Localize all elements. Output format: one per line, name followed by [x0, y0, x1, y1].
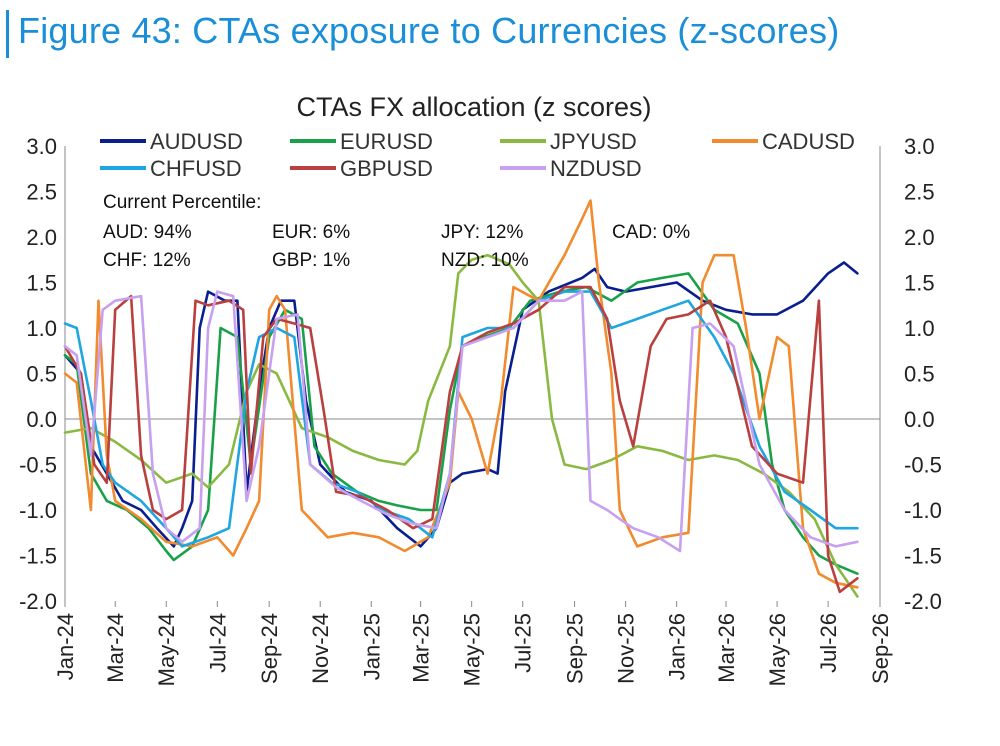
y-tick-label-left: -2.0 [19, 589, 57, 614]
series-lines [63, 199, 859, 598]
legend-label-audusd: AUDUSD [150, 129, 243, 154]
y-tick-label-right: 0.0 [904, 407, 935, 432]
y-tick-labels-left: 3.0 2.5 2.0 1.5 1.0 0.5 0.0 -0.5 -1.0 -1.5 -2.0 [19, 134, 57, 614]
x-tick-label: May-26 [765, 613, 790, 686]
y-tick-label-left: 3.0 [26, 134, 57, 159]
y-tick-label-right: 1.5 [904, 271, 935, 296]
y-tick-label-left: 1.5 [26, 271, 57, 296]
figure-title-bar [6, 10, 9, 58]
y-tick-label-left: 0.0 [26, 407, 57, 432]
x-tick-labels: Jan-24 Mar-24 May-24 Jul-24 Sep-24 Nov-24 Jan-… [53, 601, 893, 686]
legend-label-nzdusd: NZDUSD [550, 156, 642, 181]
series-line-eurusd [63, 272, 859, 575]
x-tick-label: Nov-25 [614, 613, 639, 684]
x-tick-label: Jul-26 [816, 613, 841, 673]
x-tick-label: Nov-24 [308, 613, 333, 684]
y-tick-label-left: 2.0 [26, 225, 57, 250]
y-tick-labels-right: 3.0 2.5 2.0 1.5 1.0 0.5 0.0 -0.5 -1.0 -1.5 -2.0 [904, 134, 942, 614]
y-tick-label-left: -1.0 [19, 498, 57, 523]
y-tick-label-right: -2.0 [904, 589, 942, 614]
percentile-item: JPY: 12% [441, 222, 523, 243]
percentile-item: CHF: 12% [103, 250, 191, 271]
legend: AUDUSD EURUSD JPYUSD CADUSD CHFUSD GBPUSD NZDU… [100, 129, 855, 181]
legend-label-eurusd: EURUSD [340, 129, 433, 154]
series-line-cadusd [63, 199, 859, 589]
legend-label-gbpusd: GBPUSD [340, 156, 433, 181]
series-line-jpyusd [63, 253, 859, 598]
percentile-annotations: Current Percentile: AUD: 94% EUR: 6% JPY: 1… [103, 192, 690, 271]
x-tick-label: Jul-25 [511, 613, 536, 673]
series-line-gbpusd [63, 285, 859, 594]
percentile-item: EUR: 6% [272, 222, 350, 243]
x-tick-label: Jan-25 [359, 613, 384, 680]
series-line-nzdusd [63, 290, 859, 553]
percentile-item: GBP: 1% [272, 250, 350, 271]
y-tick-label-left: 0.5 [26, 362, 57, 387]
y-tick-label-left: -1.5 [19, 544, 57, 569]
x-tick-label: Jan-26 [665, 613, 690, 680]
x-tick-label: Sep-26 [868, 613, 893, 684]
y-tick-label-right: 2.5 [904, 180, 935, 205]
series-line-audusd [63, 261, 859, 548]
figure-title: Figure 43: CTAs exposure to Currencies (… [18, 10, 840, 51]
x-tick-label: Jul-24 [205, 613, 230, 673]
y-tick-label-right: -1.5 [904, 544, 942, 569]
percentile-item: CAD: 0% [612, 222, 690, 243]
percentile-item: NZD: 10% [441, 250, 529, 271]
x-tick-label: Mar-26 [714, 613, 739, 683]
y-tick-label-left: 2.5 [26, 180, 57, 205]
legend-label-cadusd: CADUSD [762, 129, 855, 154]
x-tick-label: Mar-25 [409, 613, 434, 683]
y-tick-label-left: -0.5 [19, 453, 57, 478]
x-tick-label: Sep-24 [257, 613, 282, 684]
y-tick-label-right: 0.5 [904, 362, 935, 387]
y-tick-label-right: -0.5 [904, 453, 942, 478]
legend-label-jpyusd: JPYUSD [550, 129, 637, 154]
y-tick-label-right: -1.0 [904, 498, 942, 523]
x-tick-label: Jan-24 [53, 613, 78, 680]
percentile-header: Current Percentile: [103, 192, 261, 213]
y-tick-label-right: 2.0 [904, 225, 935, 250]
y-tick-label-right: 1.0 [904, 316, 935, 341]
legend-label-chfusd: CHFUSD [150, 156, 242, 181]
y-tick-label-right: 3.0 [904, 134, 935, 159]
percentile-item: AUD: 94% [103, 222, 192, 243]
y-tick-label-left: 1.0 [26, 316, 57, 341]
x-tick-label: May-24 [154, 613, 179, 686]
x-tick-label: May-25 [460, 613, 485, 686]
x-tick-label: Sep-25 [563, 613, 588, 684]
x-tick-label: Mar-24 [103, 613, 128, 683]
chart-title: CTAs FX allocation (z scores) [296, 92, 651, 122]
